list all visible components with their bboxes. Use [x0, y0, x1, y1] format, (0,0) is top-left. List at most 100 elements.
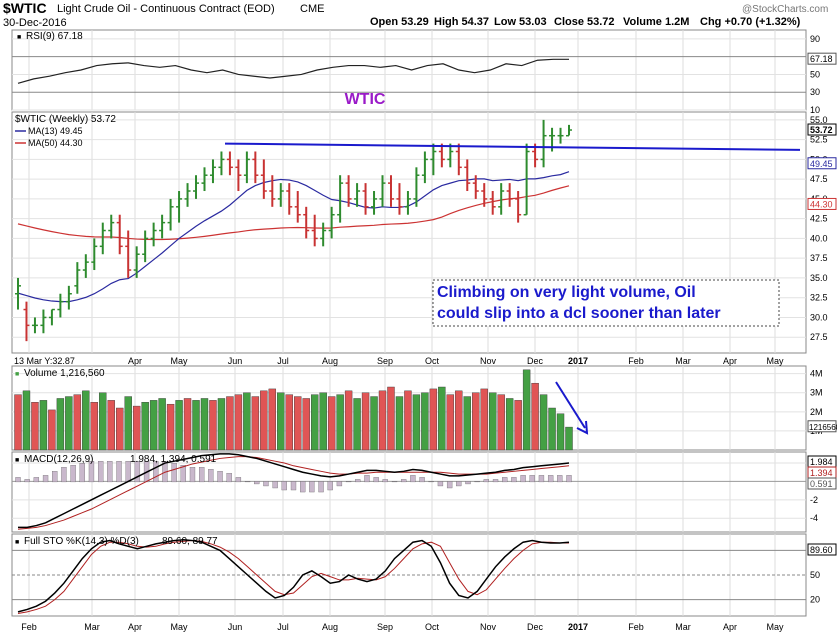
sto-tick-label: 20 — [810, 595, 820, 605]
macd-line — [18, 453, 570, 529]
price-x-label: Oct — [425, 356, 440, 366]
volume-tick-label: 4M — [810, 369, 823, 379]
price-x-label: Sep — [377, 356, 393, 366]
x-axis-label: May — [170, 622, 188, 632]
price-tick-label: 55.0 — [810, 115, 828, 125]
macd-histogram-bar — [52, 471, 58, 483]
volume-bar — [480, 388, 488, 451]
macd-histogram-bar — [373, 477, 379, 483]
macd-histogram-bar — [217, 471, 223, 483]
volume-bar — [22, 390, 31, 451]
volume-bar — [166, 403, 175, 451]
ohlc-open: Open 53.29 — [370, 16, 429, 28]
x-axis-label: Apr — [128, 622, 142, 632]
chart-instrument-name: Light Crude Oil - Continuous Contract (E… — [57, 3, 275, 15]
volume-last-label: 1216560 — [809, 423, 837, 432]
macd-histogram-bar — [15, 477, 21, 483]
price-tick-label: 47.5 — [810, 174, 828, 184]
macd-histogram-bar — [226, 473, 232, 483]
rsi-tick-label: 10 — [810, 105, 820, 115]
volume-bar — [344, 390, 353, 451]
macd-histogram-bar — [42, 475, 49, 483]
volume-bar — [294, 396, 302, 451]
price-last-label: 49.45 — [810, 159, 833, 169]
volume-bar — [361, 392, 370, 451]
ma13-legend-label: MA(13) 49.45 — [28, 126, 83, 136]
volume-bar — [39, 400, 48, 451]
volume-bar — [505, 398, 514, 451]
chart-symbol: $WTIC — [3, 0, 47, 16]
volume-bar — [565, 426, 573, 451]
sto-legend-label: Full STO %K(14,3) %D(3) — [24, 536, 139, 547]
macd-histogram-bar — [437, 481, 444, 487]
volume-bar — [548, 407, 556, 451]
volume-bar — [90, 402, 98, 451]
price-x-label: Mar — [675, 356, 691, 366]
macd-histogram-bar — [254, 481, 260, 485]
macd-histogram-bar — [318, 481, 324, 493]
price-x-label: Jun — [228, 356, 243, 366]
macd-histogram-bar — [33, 477, 40, 483]
macd-histogram-bar — [309, 481, 315, 493]
sto-legend-marker: ■ — [15, 539, 19, 546]
sto-legend-values: 89.60, 89.77 — [162, 536, 218, 547]
x-axis-label: Feb — [628, 622, 644, 632]
volume-bar — [209, 400, 217, 451]
volume-bar — [99, 392, 107, 451]
rsi-tick-label: 30 — [810, 87, 820, 97]
volume-bar — [192, 400, 200, 451]
volume-bar — [463, 396, 471, 451]
macd-last-box — [807, 477, 837, 490]
price-legend-series: $WTIC (Weekly) 53.72 — [15, 114, 116, 125]
macd-histogram-bar — [492, 479, 499, 483]
macd-histogram-bar — [107, 461, 113, 483]
macd-histogram-bar — [364, 475, 370, 483]
annotation-line-2: could slip into a dcl sooner than later — [437, 305, 721, 322]
price-last-label: 44.30 — [810, 199, 833, 209]
volume-bar — [175, 400, 183, 451]
volume-bar — [370, 396, 378, 451]
x-axis-label: May — [766, 622, 784, 632]
volume-bar — [429, 388, 438, 451]
rsi-last-label: 67.18 — [810, 54, 833, 64]
x-axis-label: Dec — [527, 622, 544, 632]
rsi-legend-marker: ■ — [17, 34, 21, 41]
volume-bar — [183, 398, 192, 451]
volume-bar — [353, 398, 361, 451]
volume-bar — [438, 386, 446, 451]
macd-histogram-bar — [401, 479, 407, 483]
volume-bar — [14, 394, 22, 451]
volume-bar — [82, 390, 90, 451]
volume-bar — [31, 402, 39, 451]
macd-histogram-bar — [88, 461, 95, 483]
volume-bar — [65, 396, 73, 451]
macd-histogram-bar — [208, 469, 214, 483]
annotation-box — [432, 279, 780, 327]
chart-exchange: CME — [300, 3, 325, 15]
macd-histogram-bar — [465, 481, 471, 485]
macd-histogram-bar — [557, 475, 563, 483]
ohlc-change: Chg +0.70 (+1.32%) — [700, 16, 801, 28]
macd-histogram-bar — [483, 479, 490, 483]
ohlc-low: Low 53.03 — [494, 16, 547, 28]
volume-bar — [472, 392, 480, 451]
macd-histogram-bar — [382, 479, 388, 483]
macd-histogram-bar — [272, 481, 278, 489]
volume-arrow-head — [576, 420, 589, 435]
macd-histogram-bar — [61, 467, 67, 483]
macd-histogram-bar — [24, 479, 30, 483]
volume-bar — [277, 392, 285, 451]
volume-last-box — [807, 420, 837, 433]
volume-bar — [531, 382, 539, 451]
volume-bar — [200, 398, 209, 451]
price-last-box — [807, 123, 837, 136]
volume-bar — [489, 392, 497, 451]
x-axis-label: Feb — [21, 622, 37, 632]
volume-bar — [141, 402, 149, 451]
macd-histogram-bar — [410, 475, 416, 483]
volume-bar — [48, 409, 56, 451]
volume-legend-label: Volume 1,216,560 — [24, 368, 105, 379]
price-x-label: May — [766, 356, 784, 366]
macd-histogram-bar — [300, 481, 306, 493]
price-tick-label: 32.5 — [810, 293, 828, 303]
